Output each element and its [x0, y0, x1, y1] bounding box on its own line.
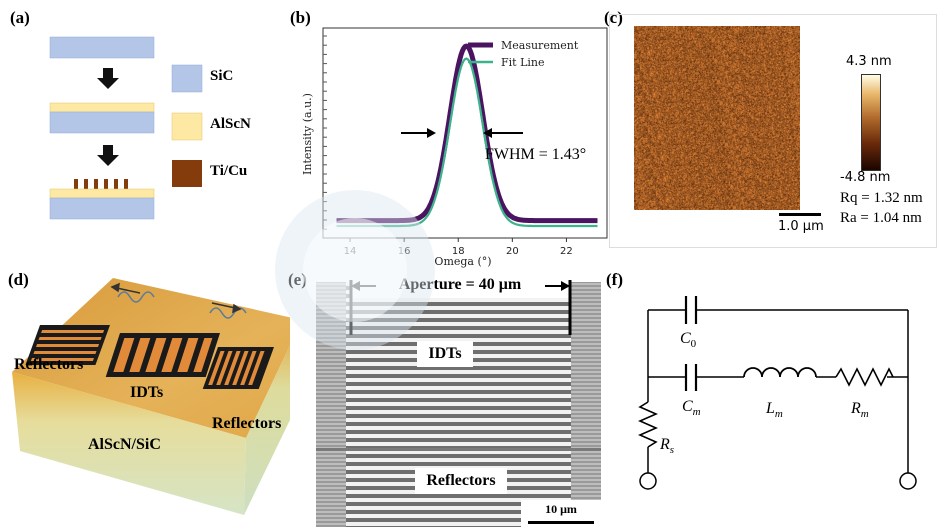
- sem-scalebar-label: 10 μm: [545, 502, 577, 516]
- label-rm: Rm: [851, 400, 869, 421]
- label-reflectors-left: Reflectors: [14, 356, 84, 373]
- label-lm: Lm: [766, 400, 783, 421]
- panel-label-b: (b): [290, 8, 311, 27]
- fwhm-annotation: FWHM = 1.43°: [485, 146, 586, 163]
- xrd-rocking-curve-chart: 14 16 18 20 22 Measurement Fit Line FWHM = 1…: [301, 27, 608, 268]
- height-colorbar: [861, 74, 881, 171]
- terminal-right: [899, 472, 917, 490]
- resistor-rs: [638, 401, 658, 448]
- y-axis-label: Intensity (a.u.): [301, 93, 314, 175]
- resistor-rm: [835, 367, 894, 387]
- x-tick-label: 20: [506, 246, 519, 257]
- panel-label-c: (c): [604, 8, 623, 27]
- label-reflectors-right: Reflectors: [212, 415, 282, 432]
- bvd-equivalent-circuit: [638, 296, 917, 490]
- colorbar-max-label: 4.3 nm: [846, 54, 892, 69]
- afm-surface-image: [634, 26, 800, 210]
- label-c0: C0: [680, 330, 697, 351]
- down-arrow-icon: [97, 145, 119, 166]
- down-arrow-icon: [97, 68, 119, 89]
- electrode-fingers: [74, 179, 128, 189]
- substrate-side-face: [244, 345, 290, 515]
- label-cm: Cm: [682, 398, 701, 419]
- sic-layer-step3: [49, 197, 155, 220]
- sem-scalebar: [528, 521, 594, 524]
- legend-swatch-sic: [171, 64, 203, 93]
- label-rs: Rs: [660, 436, 675, 457]
- legend-label-sic: SiC: [210, 68, 234, 84]
- sem-label-idts: IDTs: [417, 341, 473, 367]
- sem-divider: [316, 448, 601, 451]
- afm-panel-frame: [609, 14, 937, 248]
- roughness-rq: Rq = 1.32 nm: [840, 190, 923, 206]
- roughness-ra: Ra = 1.04 nm: [840, 210, 922, 226]
- process-flow-diagram: [49, 36, 203, 220]
- legend-label-alscn: AlScN: [210, 116, 251, 132]
- legend-swatch-ticu: [172, 160, 202, 187]
- legend-label-ticu: Ti/Cu: [210, 163, 248, 179]
- legend-label-measurement: Measurement: [501, 39, 579, 52]
- panel-label-d: (d): [8, 270, 29, 289]
- substrate-front-face: [12, 372, 246, 515]
- fwhm-arrows: [401, 128, 523, 138]
- sem-left-busbar: [316, 282, 346, 527]
- afm-scalebar-label: 1.0 μm: [778, 219, 824, 234]
- x-tick-label: 16: [398, 246, 411, 257]
- sic-layer-step1: [49, 36, 155, 59]
- label-substrate: AlScN/SiC: [88, 436, 161, 453]
- sem-label-reflectors: Reflectors: [415, 468, 507, 494]
- aperture-label: Aperture = 40 μm: [380, 276, 540, 294]
- alscn-layer-step2: [49, 102, 155, 113]
- x-tick-label: 22: [560, 246, 573, 257]
- sic-layer-step2: [49, 111, 155, 134]
- right-reflector: [202, 347, 274, 389]
- acoustic-wave-icon: [117, 291, 247, 319]
- legend-label-fit: Fit Line: [501, 56, 544, 69]
- device-3d-render: [12, 278, 290, 515]
- panel-label-e: (e): [288, 270, 307, 289]
- legend-swatch-alscn: [171, 112, 203, 141]
- x-axis-label: Omega (°): [434, 255, 491, 268]
- inductor-lm: [743, 367, 817, 378]
- left-reflector: [25, 325, 110, 365]
- colorbar-min-label: -4.8 nm: [840, 170, 891, 185]
- x-tick-label: 18: [452, 246, 465, 257]
- afm-scalebar: [779, 213, 821, 216]
- x-tick-label: 14: [344, 246, 357, 257]
- terminal-left: [639, 472, 657, 490]
- plot-frame: [322, 27, 608, 239]
- label-idts-3d: IDTs: [130, 384, 164, 401]
- wave-direction-arrows: [110, 282, 242, 314]
- y-minor-ticks: [323, 35, 327, 230]
- sem-image: [316, 282, 601, 527]
- idt-structure: [105, 333, 220, 377]
- panel-label-f: (f): [606, 270, 623, 289]
- sem-right-busbar: [571, 282, 601, 527]
- alscn-layer-step3: [49, 188, 155, 199]
- panel-label-a: (a): [10, 8, 30, 27]
